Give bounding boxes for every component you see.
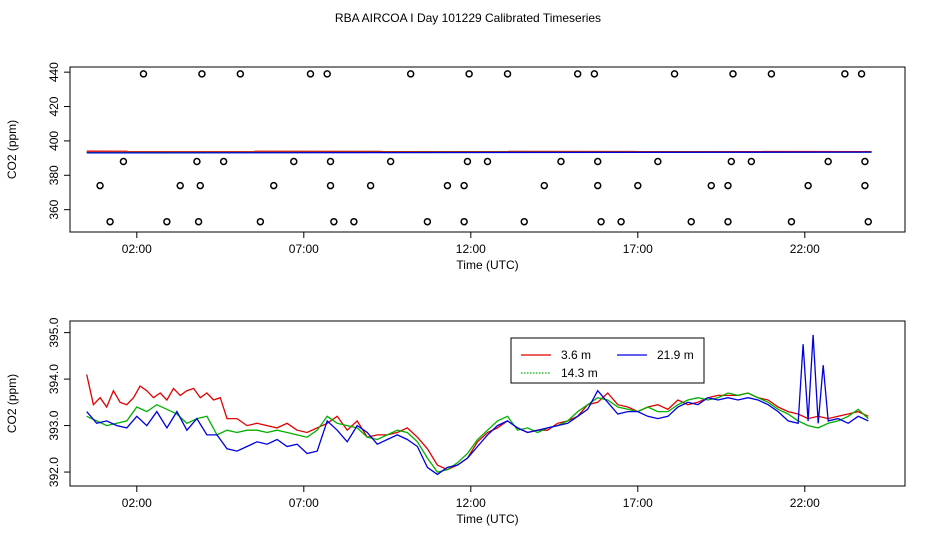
x-tick-label: 12:00: [456, 242, 486, 256]
y-tick-label: 440: [47, 62, 61, 82]
calibration-point: [747, 157, 756, 166]
calibration-point: [423, 217, 432, 226]
series-line-21-9-m: [86, 151, 872, 154]
calibration-point: [194, 217, 203, 226]
legend-label: 3.6 m: [561, 348, 591, 362]
calibration-point: [256, 217, 265, 226]
calibration-point: [236, 70, 245, 78]
calibration-point: [306, 70, 315, 78]
x-tick-label: 07:00: [289, 496, 319, 510]
calibration-point: [707, 181, 716, 190]
calibration-point: [724, 181, 732, 190]
y-tick-label: 400: [47, 131, 61, 151]
calibration-point: [861, 181, 869, 190]
calibration-point: [687, 217, 695, 226]
series-line-3-6-m: [86, 374, 869, 471]
y-tick-label: 394.0: [47, 364, 61, 394]
calibration-point: [483, 157, 492, 166]
plot-frame: [69, 320, 906, 487]
calibration-point: [724, 217, 732, 226]
plot-frame: [69, 66, 906, 233]
y-tick-label: 380: [47, 165, 61, 185]
calibration-point: [557, 157, 565, 166]
calibration-point: [767, 70, 776, 78]
calibration-point: [841, 70, 849, 78]
calibration-point: [326, 181, 335, 190]
calibration-point: [219, 157, 228, 166]
x-tick-label: 22:00: [790, 242, 820, 256]
calibration-point: [330, 217, 338, 226]
panel-bottom: 02:00 07:00 12:00 17:00 22:00 392.0 393.0 394.0…: [5, 317, 906, 526]
calibration-point: [634, 181, 642, 190]
calibration-point: [503, 70, 512, 78]
calibration-point: [520, 217, 528, 226]
calibration-point: [106, 217, 114, 226]
calibration-point: [193, 157, 201, 166]
calibration-point: [198, 70, 206, 78]
y-tick-label: 360: [47, 199, 61, 219]
x-tick-label: 02:00: [122, 496, 152, 510]
calibration-point: [857, 70, 866, 78]
legend: 3.6 m 21.9 m 14.3 m: [510, 337, 705, 384]
series-line-21-9-m: [86, 334, 869, 476]
calibration-point: [590, 70, 599, 78]
legend-label: 21.9 m: [657, 348, 694, 362]
calibration-point: [787, 217, 796, 226]
calibration-point: [460, 217, 468, 226]
calibration-point: [573, 70, 582, 78]
x-tick-label: 22:00: [790, 496, 820, 510]
y-tick-label: 395.0: [47, 317, 61, 347]
calibration-point: [593, 157, 602, 166]
calibration-point: [465, 70, 473, 78]
calibration-point: [864, 217, 873, 226]
x-axis-label: Time (UTC): [456, 258, 518, 272]
calibration-point: [727, 157, 736, 166]
calibration-point: [593, 181, 602, 190]
x-tick-label: 12:00: [456, 496, 486, 510]
calibration-point: [460, 181, 468, 190]
calibration-point: [139, 70, 148, 78]
calibration-point: [597, 217, 605, 226]
calibration-point: [824, 157, 832, 166]
y-tick-label: 420: [47, 96, 61, 116]
panel-top: 02:00 07:00 12:00 17:00 22:00 360 380 400 420 440…: [5, 62, 906, 272]
calibration-point: [861, 157, 869, 166]
calibration-point: [96, 181, 104, 190]
calibration-point: [654, 157, 662, 166]
calibration-point: [443, 181, 452, 190]
calibration-point: [350, 217, 358, 226]
x-tick-label: 17:00: [623, 242, 653, 256]
calibration-point: [269, 181, 278, 190]
y-tick-label: 393.0: [47, 410, 61, 440]
calibration-point: [463, 157, 472, 166]
calibration-point: [366, 181, 375, 190]
calibration-point: [804, 181, 812, 190]
calibration-point: [670, 70, 679, 78]
calibration-point: [729, 70, 737, 78]
calibration-point: [119, 157, 128, 166]
x-axis-label: Time (UTC): [456, 512, 518, 526]
series-line-14-3-m: [86, 392, 869, 473]
x-tick-label: 07:00: [289, 242, 319, 256]
y-axis-label: CO2 (ppm): [5, 120, 19, 179]
x-tick-label: 02:00: [122, 242, 152, 256]
calibration-point: [540, 181, 549, 190]
calibration-point: [196, 181, 205, 190]
calibration-point: [323, 70, 331, 78]
calibration-point: [163, 217, 171, 226]
calibration-point: [386, 157, 395, 166]
calibration-point: [290, 157, 298, 166]
legend-label: 14.3 m: [561, 366, 598, 380]
calibration-point: [176, 181, 184, 190]
calibration-point: [406, 70, 415, 78]
y-axis-label: CO2 (ppm): [5, 374, 19, 433]
calibration-point: [326, 157, 335, 166]
legend-box: [510, 337, 705, 384]
y-tick-label: 392.0: [47, 457, 61, 487]
x-tick-label: 17:00: [623, 496, 653, 510]
chart-title: RBA AIRCOA I Day 101229 Calibrated Times…: [335, 11, 601, 25]
calibration-point: [617, 217, 625, 226]
